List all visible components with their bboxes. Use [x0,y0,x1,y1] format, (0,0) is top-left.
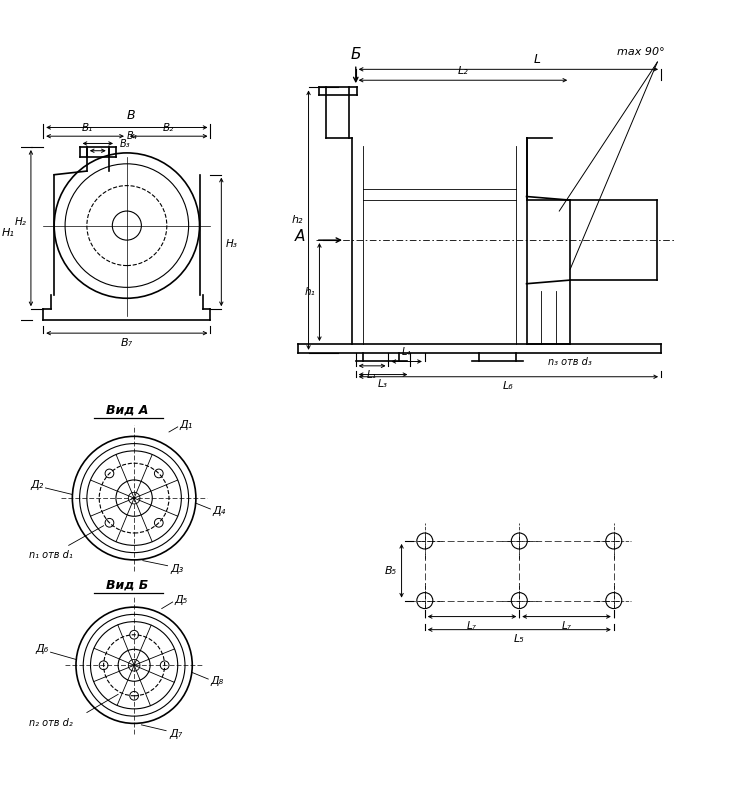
Text: L₄: L₄ [402,347,412,357]
Text: Д₈: Д₈ [210,676,224,686]
Text: Д₃: Д₃ [170,564,184,574]
Text: B₅: B₅ [385,566,397,576]
Text: B₂: B₂ [163,122,174,133]
Text: max 90°: max 90° [617,47,665,57]
Text: L₁: L₁ [367,370,377,380]
Text: B₁: B₁ [81,122,92,133]
Text: h₁: h₁ [304,287,315,297]
Text: Вид Б: Вид Б [106,578,148,591]
Text: Д₁: Д₁ [179,421,192,430]
Text: Д₂: Д₂ [30,480,44,490]
Text: А: А [294,229,305,244]
Text: Д₆: Д₆ [35,644,48,654]
Text: L₂: L₂ [457,66,469,76]
Text: L: L [534,53,541,66]
Text: Д₄: Д₄ [213,506,226,516]
Text: H₃: H₃ [226,238,237,249]
Text: B: B [126,110,134,122]
Text: Д₅: Д₅ [174,595,187,605]
Text: L₇: L₇ [467,621,477,631]
Text: L₃: L₃ [378,379,388,389]
Text: B₇: B₇ [121,338,133,348]
Text: H₁: H₁ [2,228,14,238]
Text: L₆: L₆ [503,381,514,391]
Text: n₁ отв d₁: n₁ отв d₁ [29,550,73,561]
Text: h₂: h₂ [292,215,303,225]
Text: Вид А: Вид А [106,404,148,417]
Text: B₄: B₄ [127,130,137,141]
Text: L₇: L₇ [562,621,572,631]
Text: H₂: H₂ [15,217,26,227]
Text: L₅: L₅ [514,634,525,644]
Text: Б: Б [351,47,361,62]
Text: B₃: B₃ [119,138,130,149]
Text: n₂ отв d₂: n₂ отв d₂ [29,718,73,727]
Text: Д₇: Д₇ [169,730,182,739]
Text: n₃ отв d₃: n₃ отв d₃ [548,357,592,367]
